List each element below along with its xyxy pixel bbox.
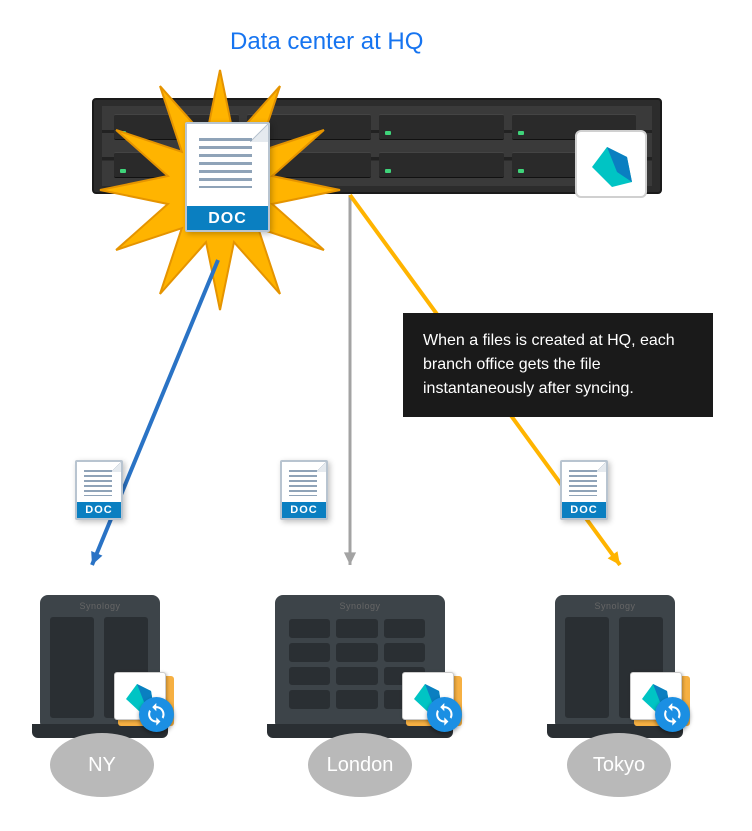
nas-logo: Synology [555, 601, 675, 611]
doc-icon-hq: DOC [185, 122, 270, 232]
doc-label-london: DOC [282, 502, 326, 518]
city-label-ny: NY [50, 733, 154, 797]
city-label-tokyo: Tokyo [567, 733, 671, 797]
sync-folder-london [400, 670, 464, 734]
doc-label-ny: DOC [77, 502, 121, 518]
nas-logo: Synology [275, 601, 445, 611]
doc-icon-tokyo: DOC [560, 460, 608, 520]
caption-box: When a files is created at HQ, each bran… [403, 313, 713, 417]
caption-text: When a files is created at HQ, each bran… [423, 332, 675, 397]
doc-label-hq: DOC [187, 206, 268, 230]
doc-label-tokyo: DOC [562, 502, 606, 518]
drive-app-icon [575, 130, 647, 198]
doc-icon-london: DOC [280, 460, 328, 520]
doc-icon-ny: DOC [75, 460, 123, 520]
nas-logo: Synology [40, 601, 160, 611]
sync-folder-ny [112, 670, 176, 734]
city-label-london: London [308, 733, 412, 797]
diagram-title: Data center at HQ [230, 28, 423, 56]
sync-folder-tokyo [628, 670, 692, 734]
